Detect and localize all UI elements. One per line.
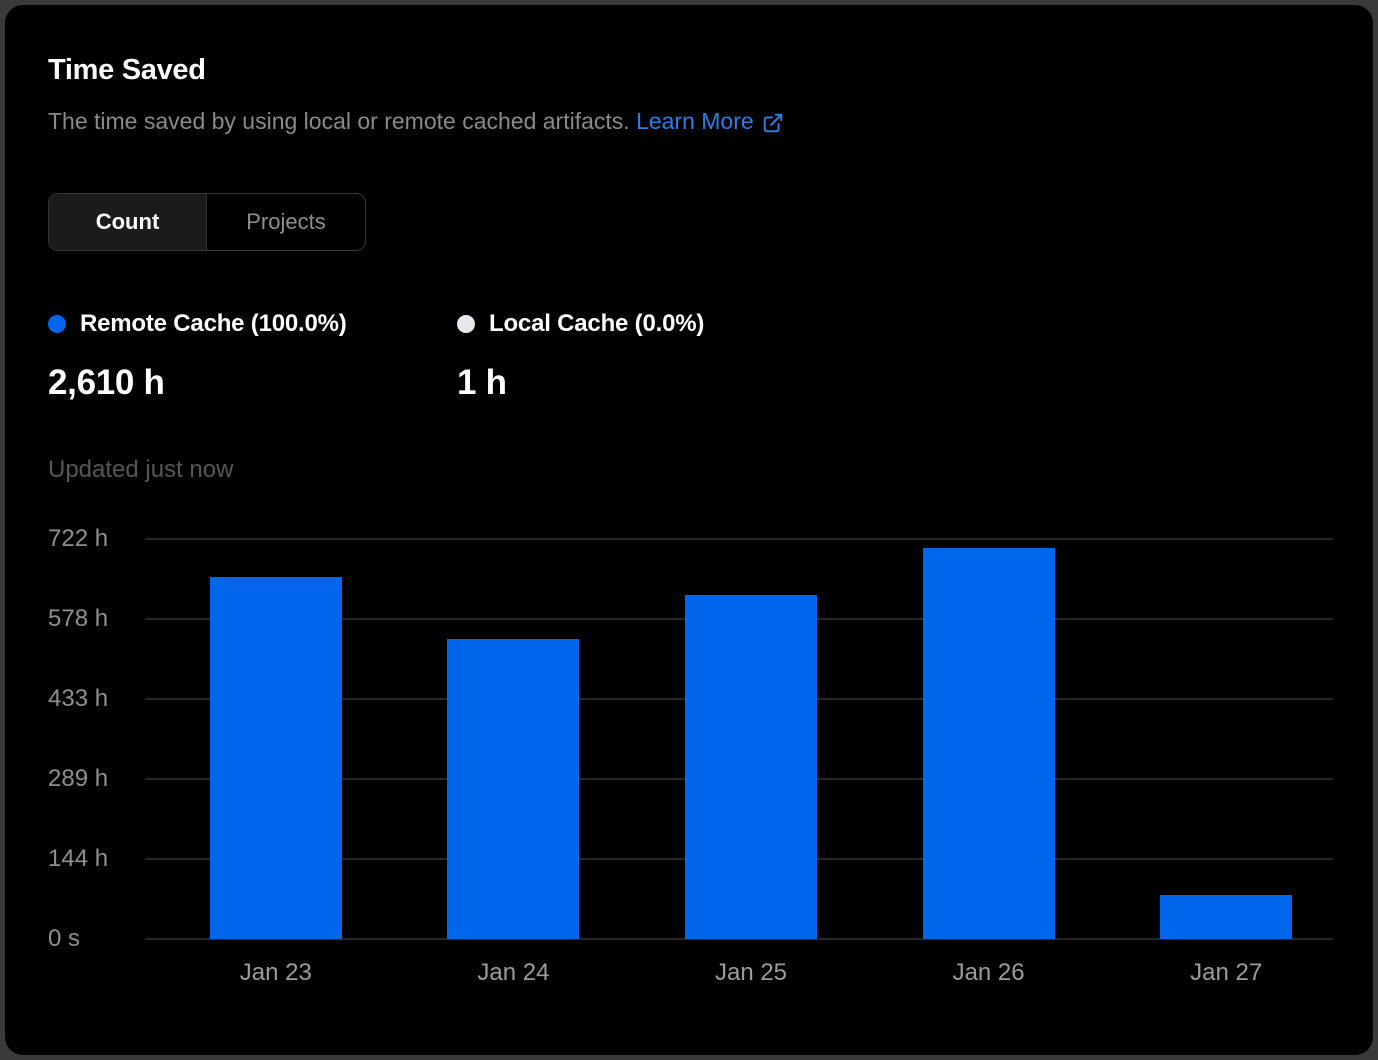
y-axis-tick-label: 144 h [48, 845, 109, 873]
x-axis-tick-label: Jan 27 [1190, 959, 1263, 986]
gridline [145, 938, 1333, 940]
x-axis-tick-label: Jan 26 [952, 959, 1025, 986]
learn-more-label: Learn More [636, 108, 754, 134]
gridline [145, 538, 1333, 540]
view-toggle: Count Projects [48, 193, 366, 251]
external-link-icon [763, 113, 782, 133]
legend: Remote Cache (100.0%) 2,610 h Local Cach… [48, 309, 1335, 405]
bar-jan-25[interactable] [685, 594, 817, 939]
chart-x-axis: Jan 23 Jan 24 Jan 25 Jan 26 Jan 27 [145, 959, 1333, 991]
local-cache-label: Local Cache (0.0%) [489, 310, 705, 337]
remote-cache-dot-icon [48, 315, 66, 333]
y-axis-tick-label: 722 h [48, 525, 109, 552]
bar-jan-23[interactable] [209, 577, 342, 939]
page-title: Time Saved [48, 54, 206, 86]
y-axis-tick-label: 578 h [48, 604, 109, 632]
legend-item-remote-cache: Remote Cache (100.0%) 2,610 h [48, 309, 457, 405]
updated-status: Updated just now [48, 456, 234, 483]
toggle-projects-button[interactable]: Projects [207, 194, 365, 250]
toggle-count-button[interactable]: Count [49, 194, 207, 250]
remote-cache-label: Remote Cache (100.0%) [80, 310, 347, 337]
remote-cache-value: 2,610 h [48, 363, 165, 402]
bar-jan-27[interactable] [1160, 895, 1293, 939]
local-cache-dot-icon [457, 315, 475, 333]
bar-jan-24[interactable] [447, 638, 580, 939]
y-axis-tick-label: 433 h [48, 685, 109, 713]
local-cache-value: 1 h [457, 363, 507, 402]
description-text: The time saved by using local or remote … [48, 108, 630, 134]
chart-plot-area [145, 538, 1333, 940]
time-saved-bar-chart: Jan 23 Jan 24 Jan 25 Jan 26 Jan 27 722 h 578 … [43, 485, 1335, 994]
learn-more-link[interactable]: Learn More [636, 105, 784, 137]
x-axis-tick-label: Jan 25 [714, 959, 788, 986]
card-description: The time saved by using local or remote … [48, 105, 1335, 137]
y-axis-tick-label: 289 h [48, 764, 109, 792]
time-saved-card: Time Saved The time saved by using local… [5, 5, 1373, 1055]
bar-jan-26[interactable] [922, 547, 1055, 939]
x-axis-tick-label: Jan 24 [477, 959, 550, 986]
legend-item-local-cache: Local Cache (0.0%) 1 h [457, 309, 704, 405]
y-axis-tick-label: 0 s [48, 925, 81, 952]
x-axis-tick-label: Jan 23 [239, 959, 312, 986]
